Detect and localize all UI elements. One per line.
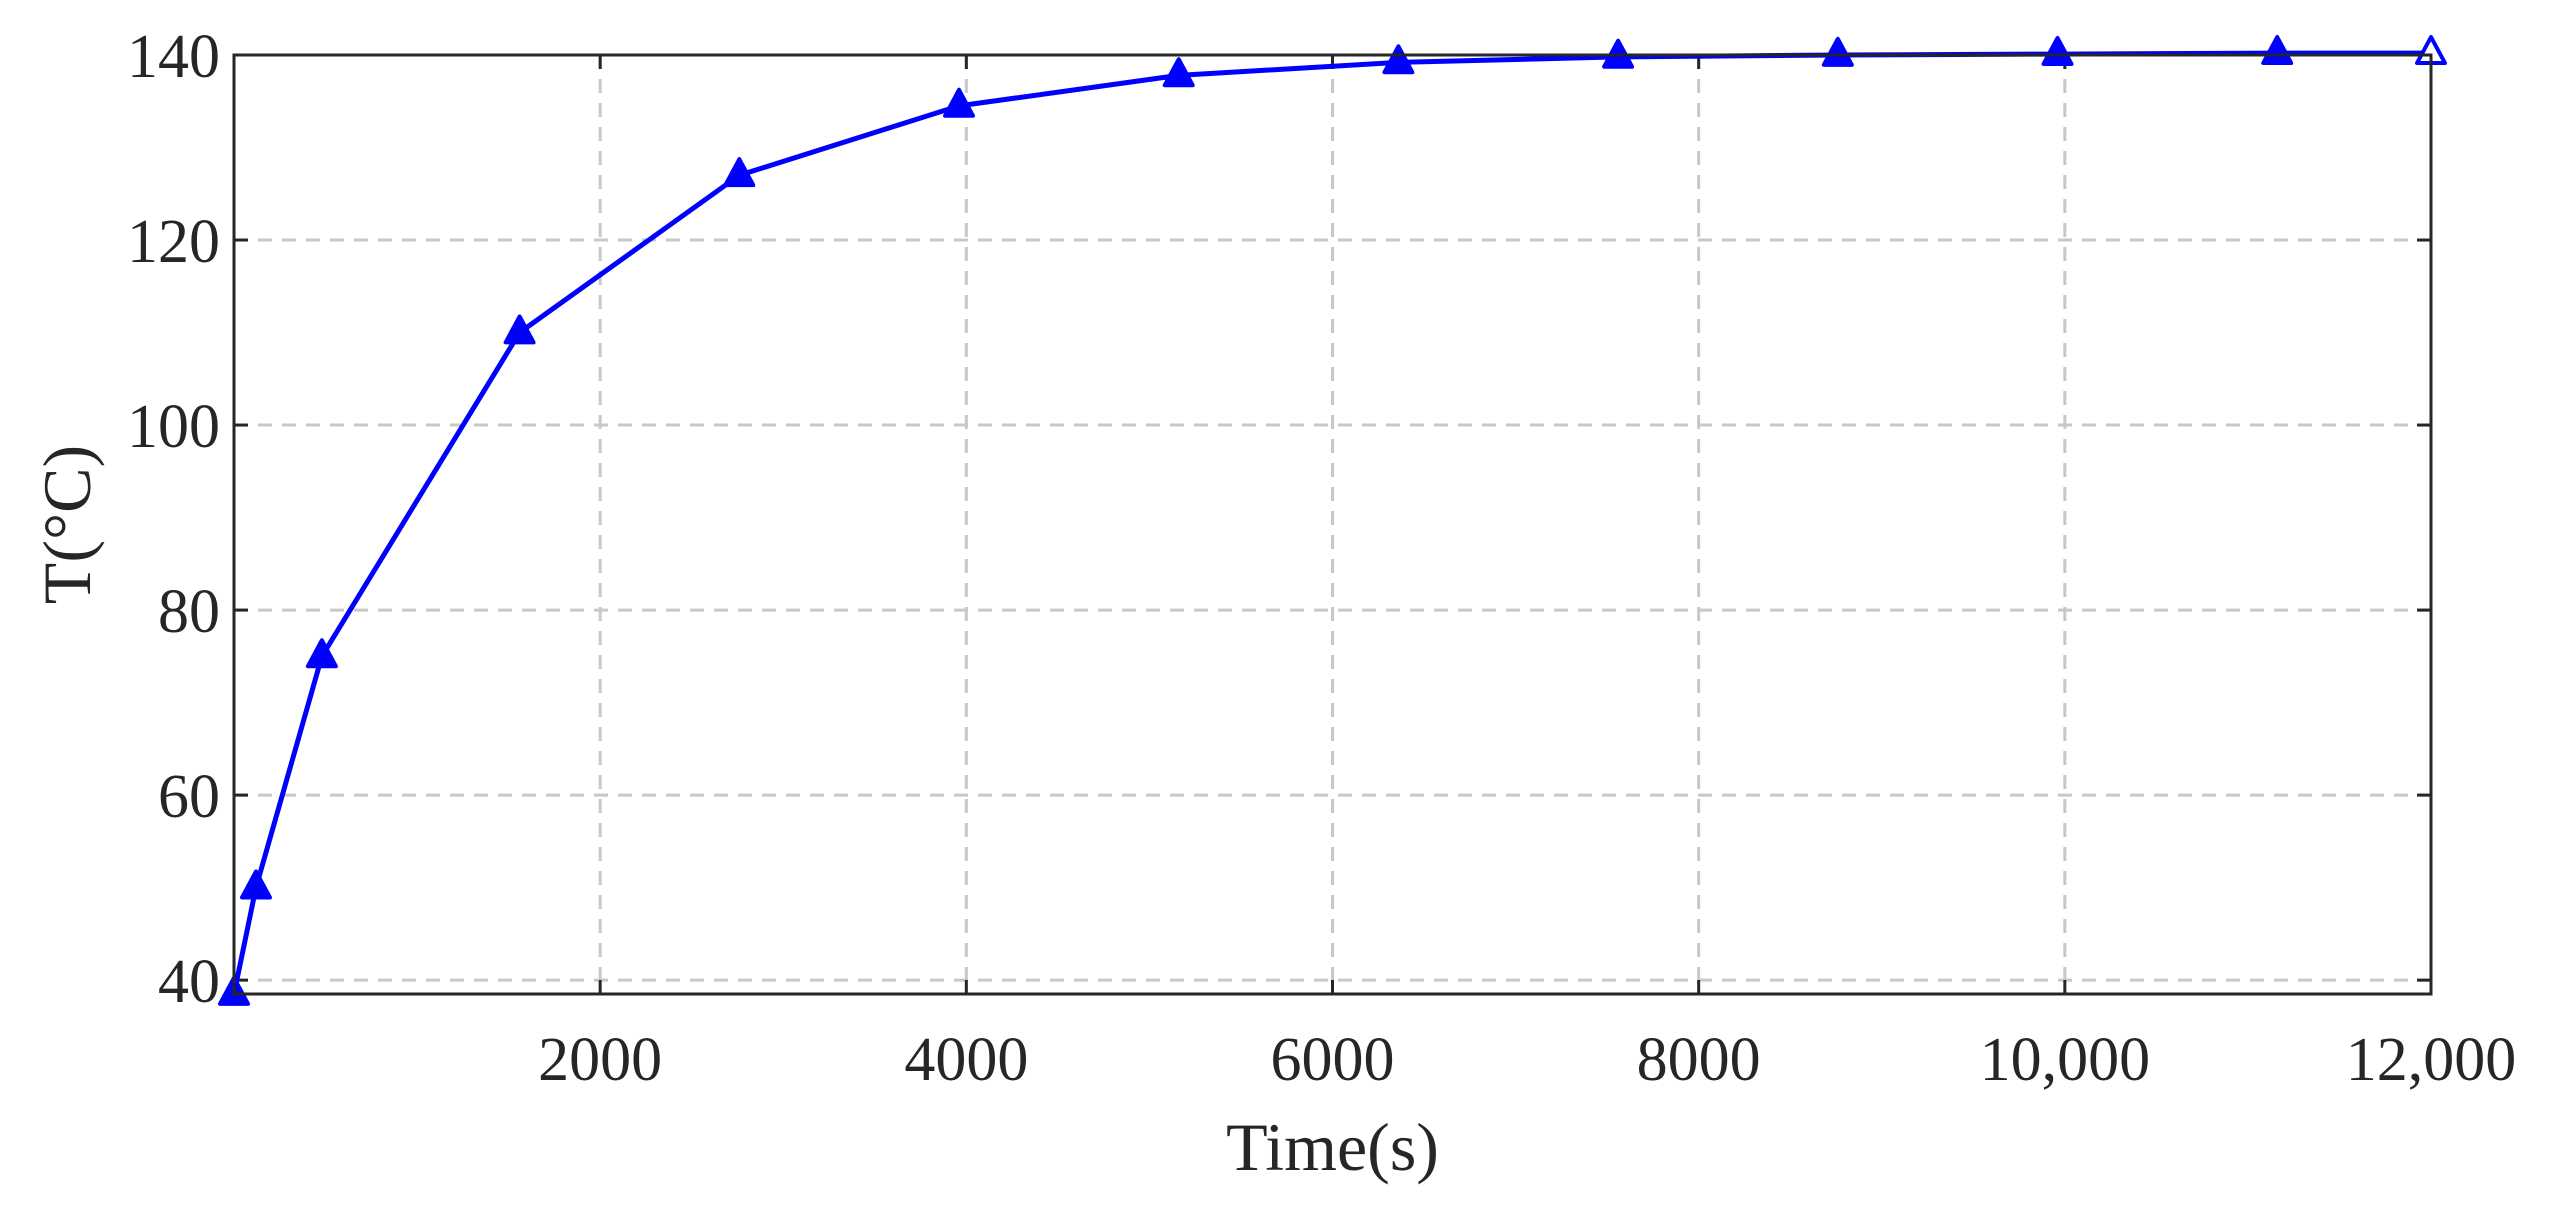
y-axis-label: T(°C) — [29, 445, 105, 604]
x-tick-labels: 2000 4000 6000 8000 10,000 12,000 — [538, 1026, 2516, 1094]
x-tick-label: 10,000 — [1980, 1026, 2151, 1094]
x-axis-label: Time(s) — [1226, 1109, 1439, 1185]
data-point-marker — [723, 157, 756, 188]
data-point-marker — [1162, 57, 1195, 88]
data-point-marker — [2261, 35, 2294, 66]
x-tick-label: 2000 — [538, 1026, 662, 1094]
data-point-marker — [1382, 44, 1415, 75]
x-tick-label: 8000 — [1637, 1026, 1761, 1094]
y-tick-label: 60 — [158, 763, 220, 831]
x-tick-label: 4000 — [904, 1026, 1028, 1094]
plot-frame — [232, 53, 2433, 996]
y-tick-label: 100 — [127, 393, 220, 461]
grid-lines — [234, 55, 2431, 994]
y-tick-label: 40 — [158, 948, 220, 1016]
y-tick-label: 120 — [127, 208, 220, 276]
data-point-marker — [1821, 36, 1854, 67]
data-point-marker — [943, 87, 976, 118]
y-tick-label: 140 — [127, 23, 220, 91]
data-point-marker — [503, 314, 536, 345]
y-tick-label: 80 — [158, 578, 220, 646]
data-point-marker — [239, 869, 272, 900]
y-tick-labels: 40 60 80 100 120 140 — [127, 23, 220, 1016]
data-point-marker — [305, 638, 338, 669]
x-tick-label: 6000 — [1271, 1026, 1395, 1094]
x-tick-label: 12,000 — [2346, 1026, 2517, 1094]
data-point-marker — [2041, 35, 2074, 66]
